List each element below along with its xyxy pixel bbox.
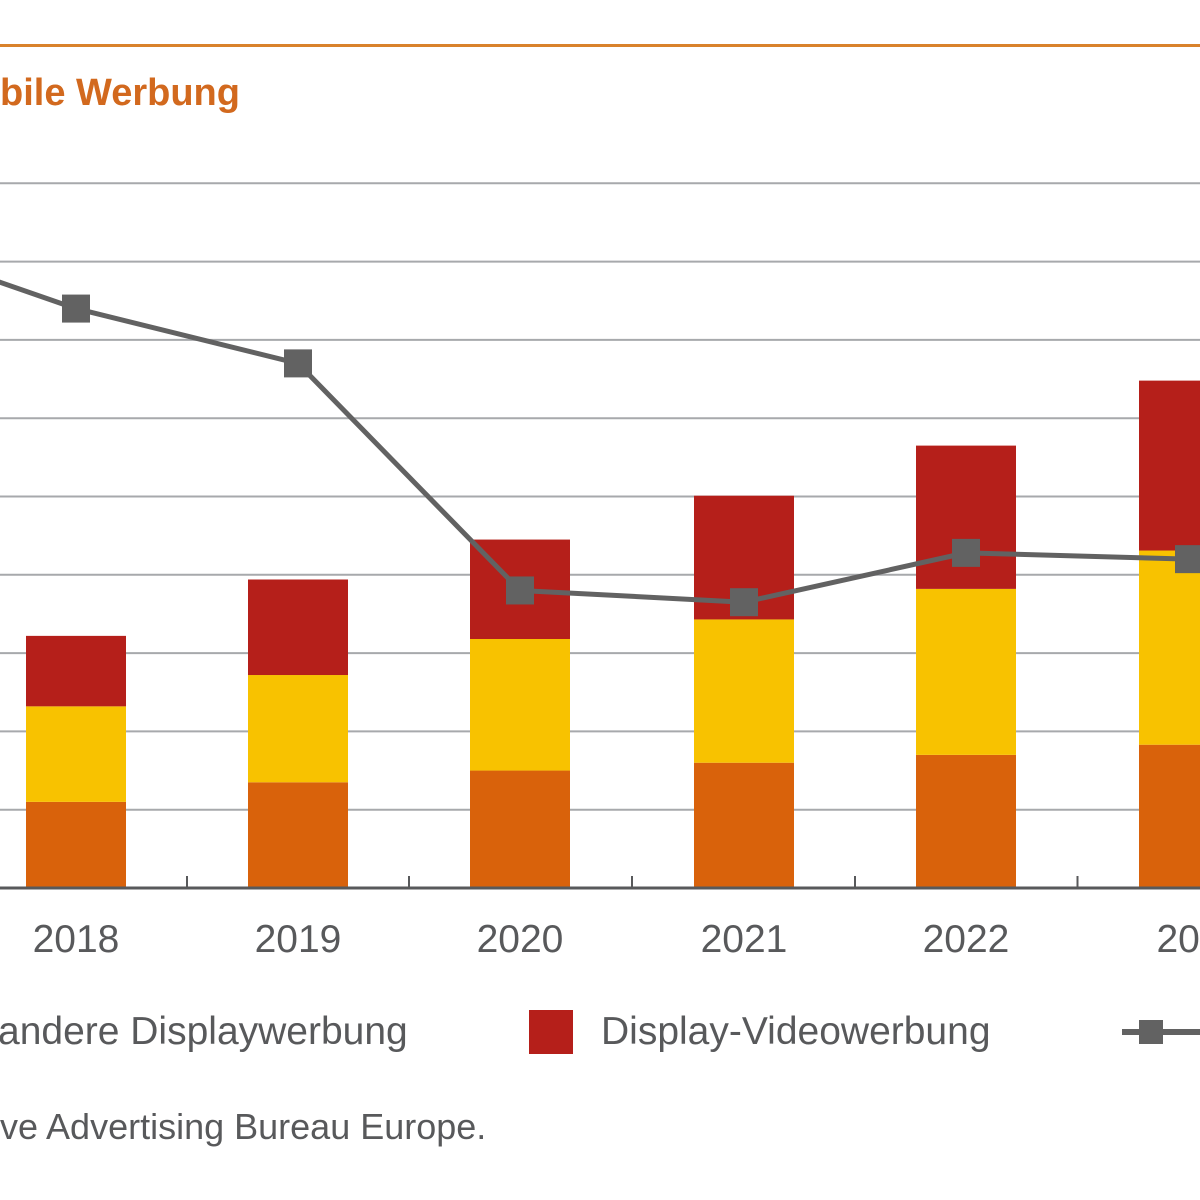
bar-segment-202-series-0 [1139,744,1200,888]
top-rule [0,44,1200,47]
x-axis [0,876,1200,890]
line-point-2021 [730,588,758,617]
bar-segment-2019-series-1 [248,675,348,783]
line-series-path [0,279,1190,605]
stacked-bar-line-chart: 2018 2019 2020 2021 2022 202 [0,182,1200,961]
bar-segment-2022-series-2 [916,445,1016,589]
bar-segment-2018-series-0 [26,801,126,888]
x-tick-label: 2019 [255,918,342,961]
bar-segment-202-series-1 [1139,550,1200,745]
x-tick-label: 2022 [923,918,1010,961]
x-tick-label: 2020 [477,918,564,961]
chart-title: bile Werbung [0,72,240,114]
bar-segment-2018-series-1 [26,706,126,802]
line-point-2022 [952,538,980,567]
bar-segment-2022-series-0 [916,754,1016,888]
x-tick-label: 202 [1156,918,1200,961]
bar-segment-2020-series-0 [470,770,570,888]
line-series [0,279,1200,617]
line-point-2019 [284,349,312,378]
bars [26,380,1200,888]
x-tick-label: 2018 [33,918,120,961]
bar-segment-2021-series-0 [694,762,794,888]
bar-segment-202-series-2 [1139,380,1200,551]
bar-segment-2022-series-1 [916,588,1016,755]
line-point-2020 [506,576,534,605]
x-tick-label: 2021 [701,918,788,961]
legend-item-line-series [1122,1008,1200,1056]
bar-segment-2019-series-0 [248,782,348,888]
legend-line-marker-icon [1122,1020,1200,1044]
line-point-2018 [62,294,90,323]
bar-segment-2019-series-2 [248,579,348,676]
legend-swatch-display-videowerbung [529,1010,573,1054]
legend-item-andere-displaywerbung: andere Displaywerbung [0,1008,408,1056]
bar-segment-2018-series-2 [26,635,126,707]
legend-label: Display-Videowerbung [601,1010,991,1053]
bar-segment-2020-series-1 [470,639,570,771]
line-point-202 [1175,545,1200,574]
x-tick-labels: 2018 2019 2020 2021 2022 202 [33,918,1200,961]
legend-item-display-videowerbung: Display-Videowerbung [529,1008,991,1056]
legend-label: andere Displaywerbung [0,1010,408,1053]
gridlines [0,182,1200,811]
source-note: ve Advertising Bureau Europe. [0,1106,487,1147]
bar-segment-2021-series-1 [694,619,794,763]
